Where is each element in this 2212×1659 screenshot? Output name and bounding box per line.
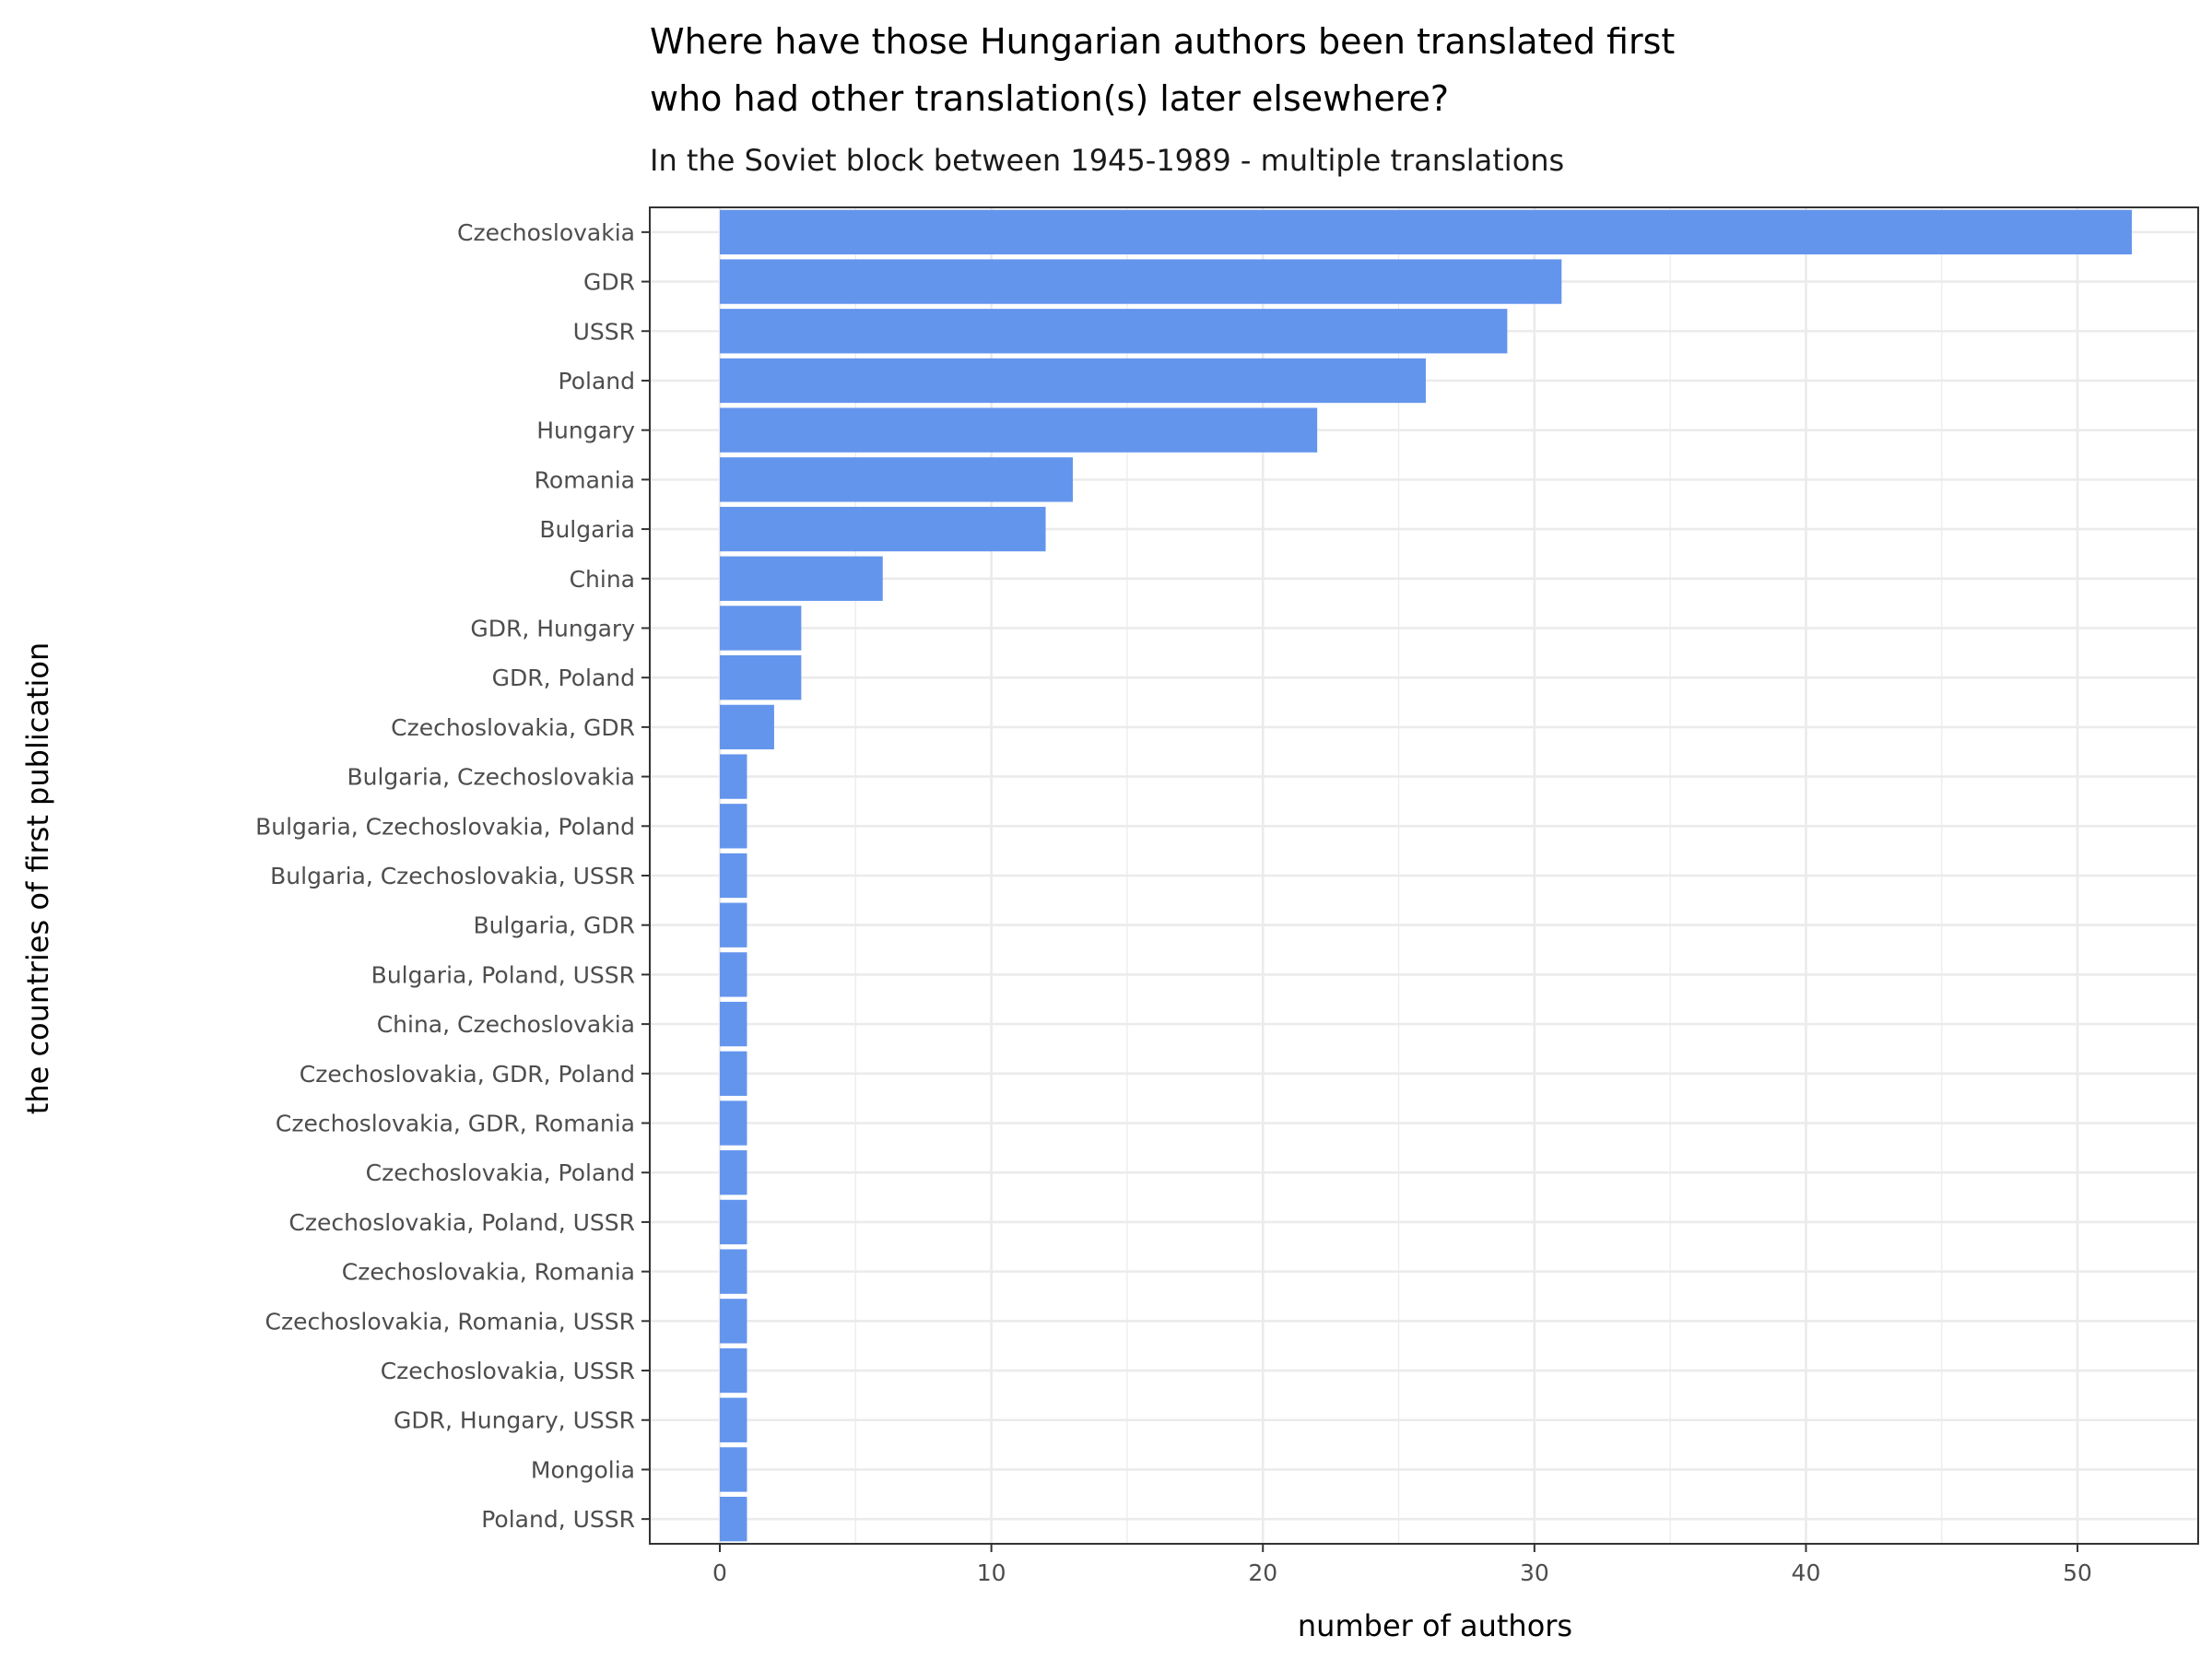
y-tick-label: China, Czechoslovakia	[377, 1011, 635, 1038]
chart-title-line-2: who had other translation(s) later elsew…	[650, 78, 1449, 119]
y-tick-label: Bulgaria, Czechoslovakia, USSR	[270, 863, 635, 889]
y-tick-label: Czechoslovakia, GDR, Romania	[276, 1111, 635, 1137]
y-tick-label: GDR, Hungary, USSR	[394, 1407, 635, 1434]
bar	[720, 1347, 747, 1394]
bar	[720, 804, 747, 849]
y-tick-label: Bulgaria, Czechoslovakia	[347, 764, 635, 791]
bar	[720, 309, 1508, 354]
bar	[720, 1100, 747, 1146]
bar	[720, 655, 802, 700]
bar	[720, 902, 747, 947]
y-tick-label: Bulgaria	[539, 516, 635, 543]
y-axis-title: the countries of first publication	[20, 642, 55, 1114]
chart-title-line-1: Where have those Hungarian authors been …	[650, 21, 1675, 62]
bar	[720, 1397, 747, 1442]
y-tick-label: Poland	[559, 368, 635, 394]
bar	[720, 754, 747, 799]
y-tick-label: Bulgaria, Poland, USSR	[371, 961, 635, 988]
bar	[720, 704, 774, 750]
y-tick-label: Czechoslovakia	[457, 219, 635, 246]
bar	[720, 1199, 747, 1245]
y-tick-label: Mongolia	[531, 1456, 635, 1483]
x-tick-label: 40	[1792, 1559, 1821, 1586]
bar	[720, 209, 2132, 255]
bar	[720, 1150, 747, 1195]
y-tick-label: Czechoslovakia, Poland	[366, 1159, 635, 1186]
bar	[720, 556, 883, 601]
x-tick-label: 10	[977, 1559, 1006, 1586]
bar	[720, 1051, 747, 1096]
x-axis-title: number of authors	[1298, 1608, 1572, 1643]
plot-panel: Czechoslovakia GDR USSR Poland Hungary Romani…	[255, 206, 2199, 1586]
y-tick-label: China	[570, 566, 635, 593]
bar	[720, 1299, 747, 1344]
y-tick-label: GDR	[583, 269, 635, 296]
bar	[720, 853, 747, 899]
bar	[720, 1447, 747, 1492]
y-tick-label: Czechoslovakia, Romania, USSR	[265, 1308, 636, 1335]
bar	[720, 457, 1073, 502]
y-tick-label: Czechoslovakia, GDR	[391, 714, 635, 741]
bar	[720, 506, 1046, 552]
y-tick-label: Bulgaria, GDR	[473, 912, 635, 939]
bar	[720, 259, 1562, 304]
x-tick-label: 50	[2063, 1559, 2092, 1586]
y-tick-label: Bulgaria, Czechoslovakia, Poland	[255, 813, 635, 840]
y-tick-label: Poland, USSR	[481, 1506, 635, 1533]
bar	[720, 358, 1426, 404]
x-tick-label: 20	[1248, 1559, 1277, 1586]
x-tick-label: 0	[712, 1559, 727, 1586]
y-tick-label: Czechoslovakia, Romania	[342, 1259, 635, 1286]
chart-subtitle: In the Soviet block between 1945-1989 - …	[650, 143, 1564, 178]
y-tick-label: Czechoslovakia, GDR, Poland	[300, 1061, 635, 1088]
bar	[720, 1249, 747, 1294]
x-tick-label: 30	[1520, 1559, 1549, 1586]
bar	[720, 1496, 747, 1542]
bar	[720, 407, 1318, 453]
y-tick-label: GDR, Hungary	[470, 615, 635, 641]
y-tick-label: Romania	[535, 466, 635, 493]
bar	[720, 952, 747, 997]
y-tick-label: Czechoslovakia, Poland, USSR	[288, 1209, 635, 1236]
y-tick-label: Hungary	[536, 418, 635, 444]
bar	[720, 1001, 747, 1047]
y-tick-label: Czechoslovakia, USSR	[381, 1358, 635, 1384]
y-tick-label: USSR	[573, 318, 635, 345]
bar	[720, 606, 802, 651]
y-tick-label: GDR, Poland	[492, 665, 635, 691]
